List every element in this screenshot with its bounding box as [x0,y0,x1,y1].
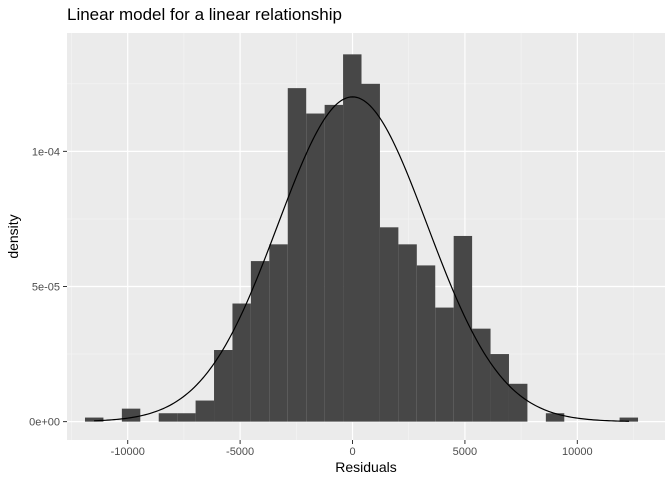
histogram-bar [214,350,233,422]
x-axis-title: Residuals [335,459,396,475]
y-tick-label: 0e+00 [29,417,60,429]
chart-title: Linear model for a linear relationship [67,5,342,24]
x-tick-label: 10000 [562,446,593,458]
histogram-bars [84,54,639,422]
histogram-bar [361,83,380,422]
histogram-bar [195,400,215,422]
x-tick-label: 0 [349,446,355,458]
x-tick-label: 5000 [453,446,477,458]
histogram-bar [508,383,528,422]
histogram-bar [121,408,141,422]
histogram-bar [158,413,178,422]
histogram-bar [453,235,473,422]
histogram-bar [269,244,288,422]
histogram-bar [619,417,639,422]
histogram-bar [545,413,565,422]
histogram-bar [232,303,251,422]
y-axis: 0e+00 5e-05 1e-04 [29,146,67,429]
histogram-bar [416,265,436,422]
y-tick-label: 1e-04 [32,146,60,158]
histogram-bar [435,307,454,422]
histogram-bar [287,88,307,422]
histogram-bar [250,261,270,422]
histogram-bar [343,54,362,422]
y-axis-title: density [5,214,21,258]
x-tick-label: -5000 [226,446,254,458]
histogram-bar [398,244,417,422]
histogram-bar [306,113,325,422]
x-tick-label: -10000 [111,446,145,458]
y-tick-label: 5e-05 [32,281,60,293]
histogram-bar [490,354,509,422]
histogram-bar [177,413,196,422]
histogram-bar [324,104,344,422]
histogram-bar [379,227,399,422]
histogram-bar [84,417,104,422]
x-axis: -10000 -5000 0 5000 10000 [111,440,593,458]
histogram-bar [472,328,491,422]
density-curve [93,96,630,422]
